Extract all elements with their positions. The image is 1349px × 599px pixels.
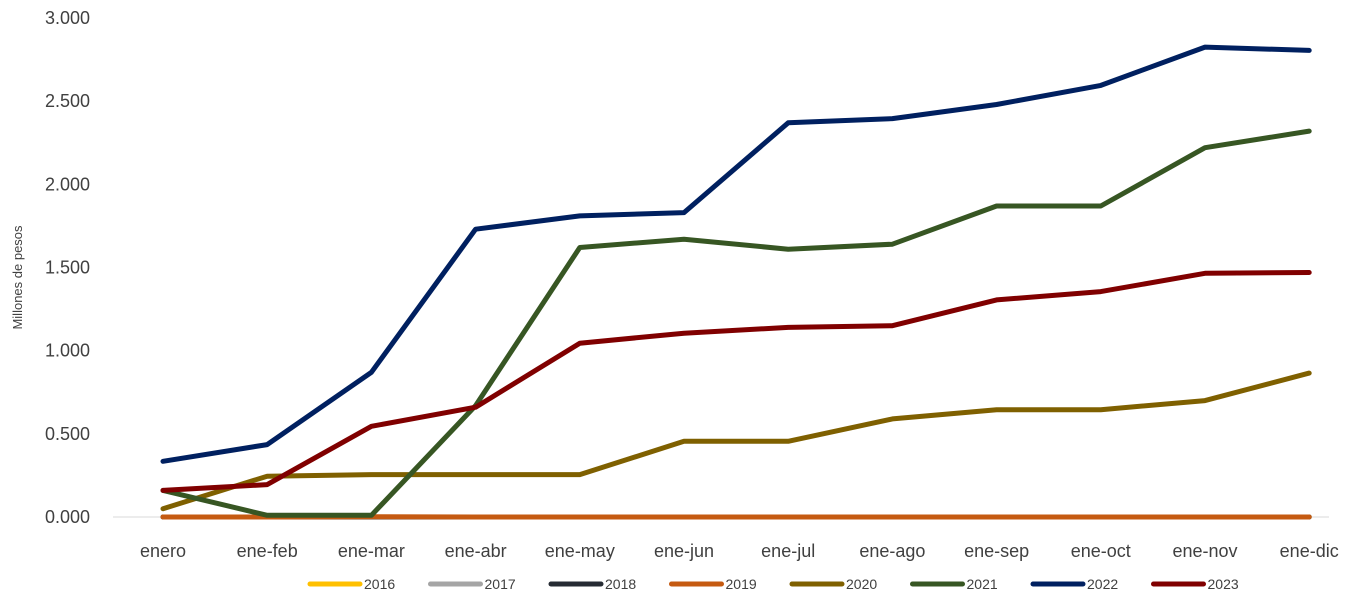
- y-tick-label: 2.000: [45, 174, 90, 194]
- y-axis-title: Millones de pesos: [10, 225, 25, 330]
- x-tick-label: enero: [140, 541, 186, 561]
- legend-label-2019: 2019: [726, 576, 757, 592]
- x-tick-label: ene-may: [545, 541, 615, 561]
- series-line-2023: [160, 270, 1312, 493]
- x-tick-label: ene-feb: [237, 541, 298, 561]
- legend-label-2022: 2022: [1087, 576, 1118, 592]
- x-tick-label: ene-ago: [859, 541, 925, 561]
- legend-label-2017: 2017: [485, 576, 516, 592]
- series-line-2020: [160, 370, 1312, 512]
- legend-label-2018: 2018: [605, 576, 636, 592]
- y-tick-label: 0.000: [45, 507, 90, 527]
- y-tick-label: 0.500: [45, 424, 90, 444]
- x-tick-label: ene-oct: [1071, 541, 1131, 561]
- legend-label-2023: 2023: [1208, 576, 1239, 592]
- y-tick-label: 3.000: [45, 8, 90, 28]
- x-tick-label: ene-sep: [964, 541, 1029, 561]
- legend: 2016 2017 2018 2019 2020 2021 2022 2023: [307, 576, 1239, 592]
- x-axis-ticks: enero ene-feb ene-mar ene-abr ene-may ene-jun…: [140, 541, 1339, 561]
- y-tick-label: 1.000: [45, 341, 90, 361]
- legend-label-2020: 2020: [846, 576, 877, 592]
- x-tick-label: ene-mar: [338, 541, 405, 561]
- x-tick-label: ene-jun: [654, 541, 714, 561]
- x-tick-label: ene-abr: [445, 541, 507, 561]
- x-tick-label: ene-nov: [1172, 541, 1237, 561]
- series-lines: [160, 44, 1312, 520]
- legend-label-2016: 2016: [364, 576, 395, 592]
- y-tick-label: 1.500: [45, 258, 90, 278]
- x-tick-label: ene-dic: [1280, 541, 1339, 561]
- y-axis-ticks: 0.000 0.500 1.000 1.500 2.000 2.500 3.000: [45, 8, 90, 527]
- series-line-2022: [160, 44, 1312, 464]
- legend-label-2021: 2021: [967, 576, 998, 592]
- x-tick-label: ene-jul: [761, 541, 815, 561]
- series-line-2021: [160, 128, 1312, 518]
- y-tick-label: 2.500: [45, 91, 90, 111]
